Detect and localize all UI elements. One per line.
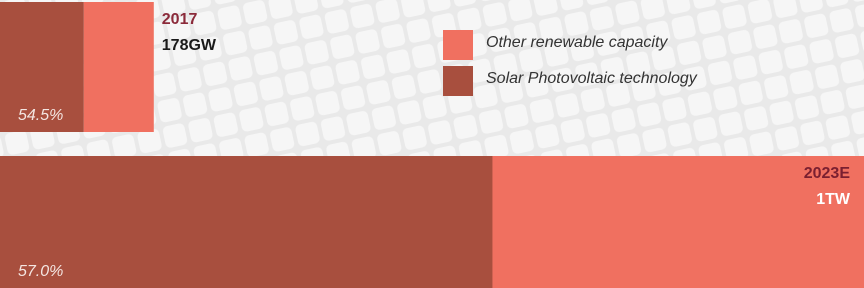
bar-segment (0, 156, 492, 288)
value-label: 57.0% (18, 263, 63, 280)
category-label: 2023E (804, 165, 851, 182)
category-label: 2017 (162, 11, 198, 28)
value-label: 54.5% (18, 107, 63, 124)
legend-label: Other renewable capacity (486, 34, 668, 51)
legend-label: Solar Photovoltaic technology (486, 70, 698, 87)
legend-swatch (443, 66, 473, 96)
bar-segment (84, 2, 154, 132)
chart: 54.5% 2017 178GW 57.0% 2023E 1TW Other renewab… (0, 0, 864, 288)
total-label: 1TW (816, 191, 851, 208)
total-label: 178GW (162, 37, 217, 54)
legend-swatch (443, 30, 473, 60)
